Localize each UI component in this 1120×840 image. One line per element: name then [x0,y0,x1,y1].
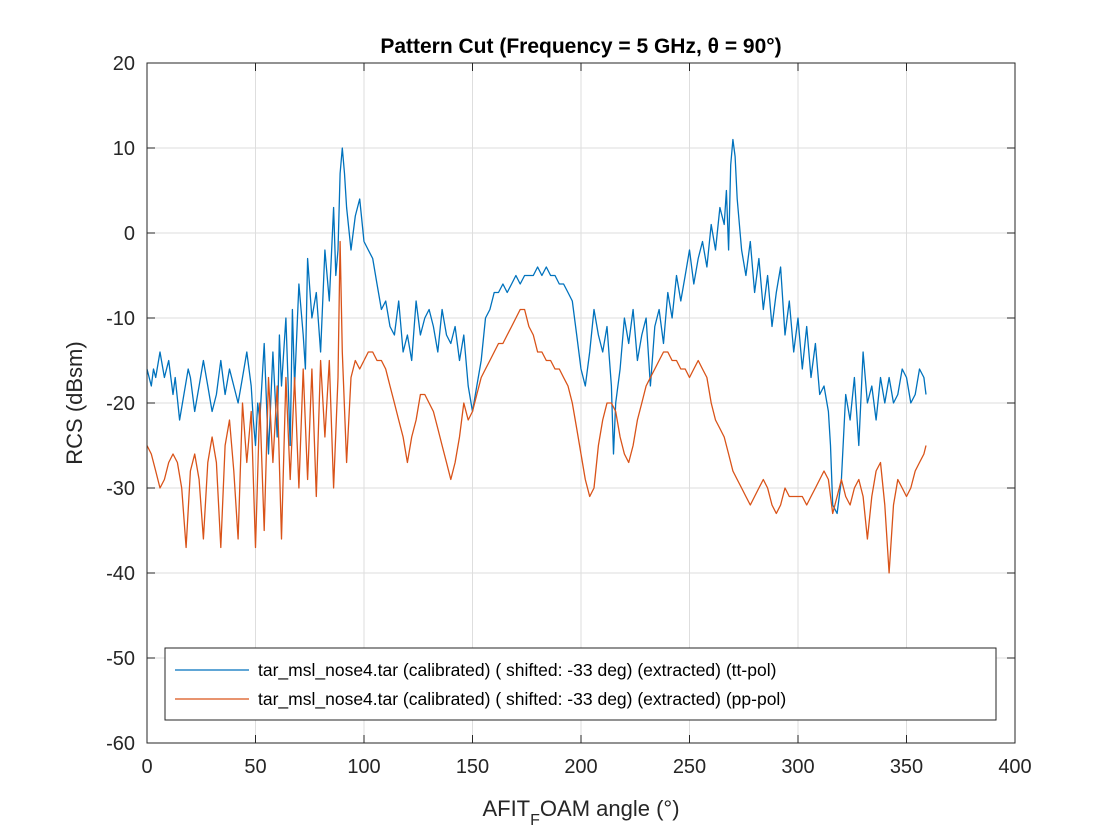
y-tick-label: 10 [113,138,135,160]
series-line-1 [146,138,927,515]
y-tick-label: -50 [106,648,135,670]
y-tick-label: -60 [106,733,135,755]
y-tick-label: -20 [106,393,135,415]
x-axis-label-rest: OAM angle (°) [540,796,680,821]
series-line-2 [146,240,927,574]
x-tick-label: 400 [998,756,1031,778]
x-tick-label: 0 [141,756,152,778]
x-tick-label: 200 [564,756,597,778]
x-tick-label: 150 [456,756,489,778]
legend-entries: tar_msl_nose4.tar (calibrated) ( shifted… [175,660,786,710]
legend: tar_msl_nose4.tar (calibrated) ( shifted… [164,647,997,721]
ticks: 0 50 100 150 200 250 300 350 400-60-50-40-30-20-… [106,53,1032,778]
x-tick-label: 350 [890,756,923,778]
series-layer [146,138,927,574]
x-axis-label: AFITFOAM angle (°) [482,796,679,829]
x-tick-label: 50 [244,756,266,778]
legend-label-2: tar_msl_nose4.tar (calibrated) ( shifted… [258,689,786,710]
x-axis-label-subscript: F [530,812,540,829]
y-tick-label: -10 [106,308,135,330]
x-axis-label-main: AFIT [482,796,530,821]
legend-label-1: tar_msl_nose4.tar (calibrated) ( shifted… [258,660,776,681]
y-tick-label: -30 [106,478,135,500]
y-tick-label: 20 [113,53,135,75]
plot-area: 0 50 100 150 200 250 300 350 400-60-50-40-30-20-… [106,53,1032,778]
x-tick-label: 100 [347,756,380,778]
legend-box [164,647,997,721]
y-tick-label: -40 [106,563,135,585]
y-tick-label: 0 [124,223,135,245]
y-axis-label: RCS (dBsm) [62,341,87,464]
x-tick-label: 300 [781,756,814,778]
chart-title: Pattern Cut (Frequency = 5 GHz, θ = 90°) [380,35,781,58]
x-tick-label: 250 [673,756,706,778]
